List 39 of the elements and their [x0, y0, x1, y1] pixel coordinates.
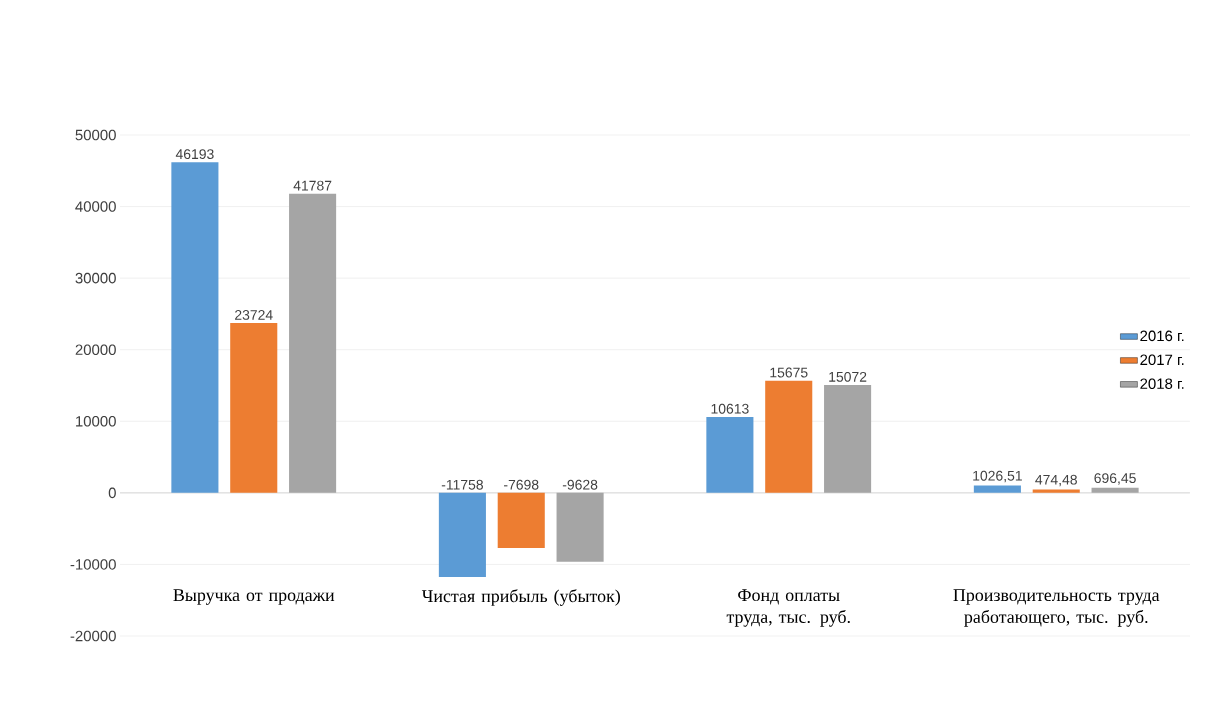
data-label: -11758 [441, 479, 483, 490]
x-tick-label: Фонд оплаты труда, тыс. руб. [726, 589, 850, 627]
data-label: -7698 [504, 479, 539, 490]
y-tick-label: 30000 [75, 272, 116, 284]
data-label: 15675 [770, 367, 808, 378]
data-label: 41787 [293, 180, 332, 191]
y-tick-label: 10000 [76, 415, 116, 427]
data-label: 46193 [175, 149, 214, 160]
bar [765, 380, 813, 493]
data-label: -9628 [562, 479, 598, 490]
y-tick-label: 0 [108, 487, 116, 499]
y-tick-label: 40000 [75, 201, 116, 212]
bar [497, 492, 545, 548]
y-tick-label: 20000 [75, 344, 116, 355]
bar [1032, 489, 1080, 493]
data-label: 1026,51 [973, 470, 1022, 483]
data-label: 696,45 [1094, 473, 1136, 485]
bar [438, 492, 486, 578]
bar [171, 162, 219, 493]
legend-label: 2017 г. [1140, 354, 1184, 366]
y-tick-label: -20000 [70, 630, 116, 642]
bar [289, 193, 337, 493]
data-label: 474,48 [1035, 474, 1077, 487]
bar [556, 492, 604, 562]
x-tick-label: Выручка от продажи [173, 589, 335, 605]
bar [824, 384, 872, 493]
y-tick-label: 50000 [75, 129, 116, 141]
bar [706, 416, 754, 493]
data-label: 15072 [829, 371, 867, 382]
data-label: 10613 [711, 403, 749, 414]
x-tick-label: Производительность труда работающего, тыс. руб. [953, 589, 1160, 627]
x-tick-label: Чистая прибыль (убыток) [421, 589, 620, 606]
data-label: 23724 [235, 309, 273, 320]
legend-label: 2016 г. [1140, 330, 1184, 342]
bar [1091, 487, 1139, 493]
y-tick-label: -10000 [70, 559, 116, 570]
legend-label: 2018 г. [1140, 378, 1184, 389]
bar [230, 323, 278, 493]
bar [973, 485, 1021, 493]
